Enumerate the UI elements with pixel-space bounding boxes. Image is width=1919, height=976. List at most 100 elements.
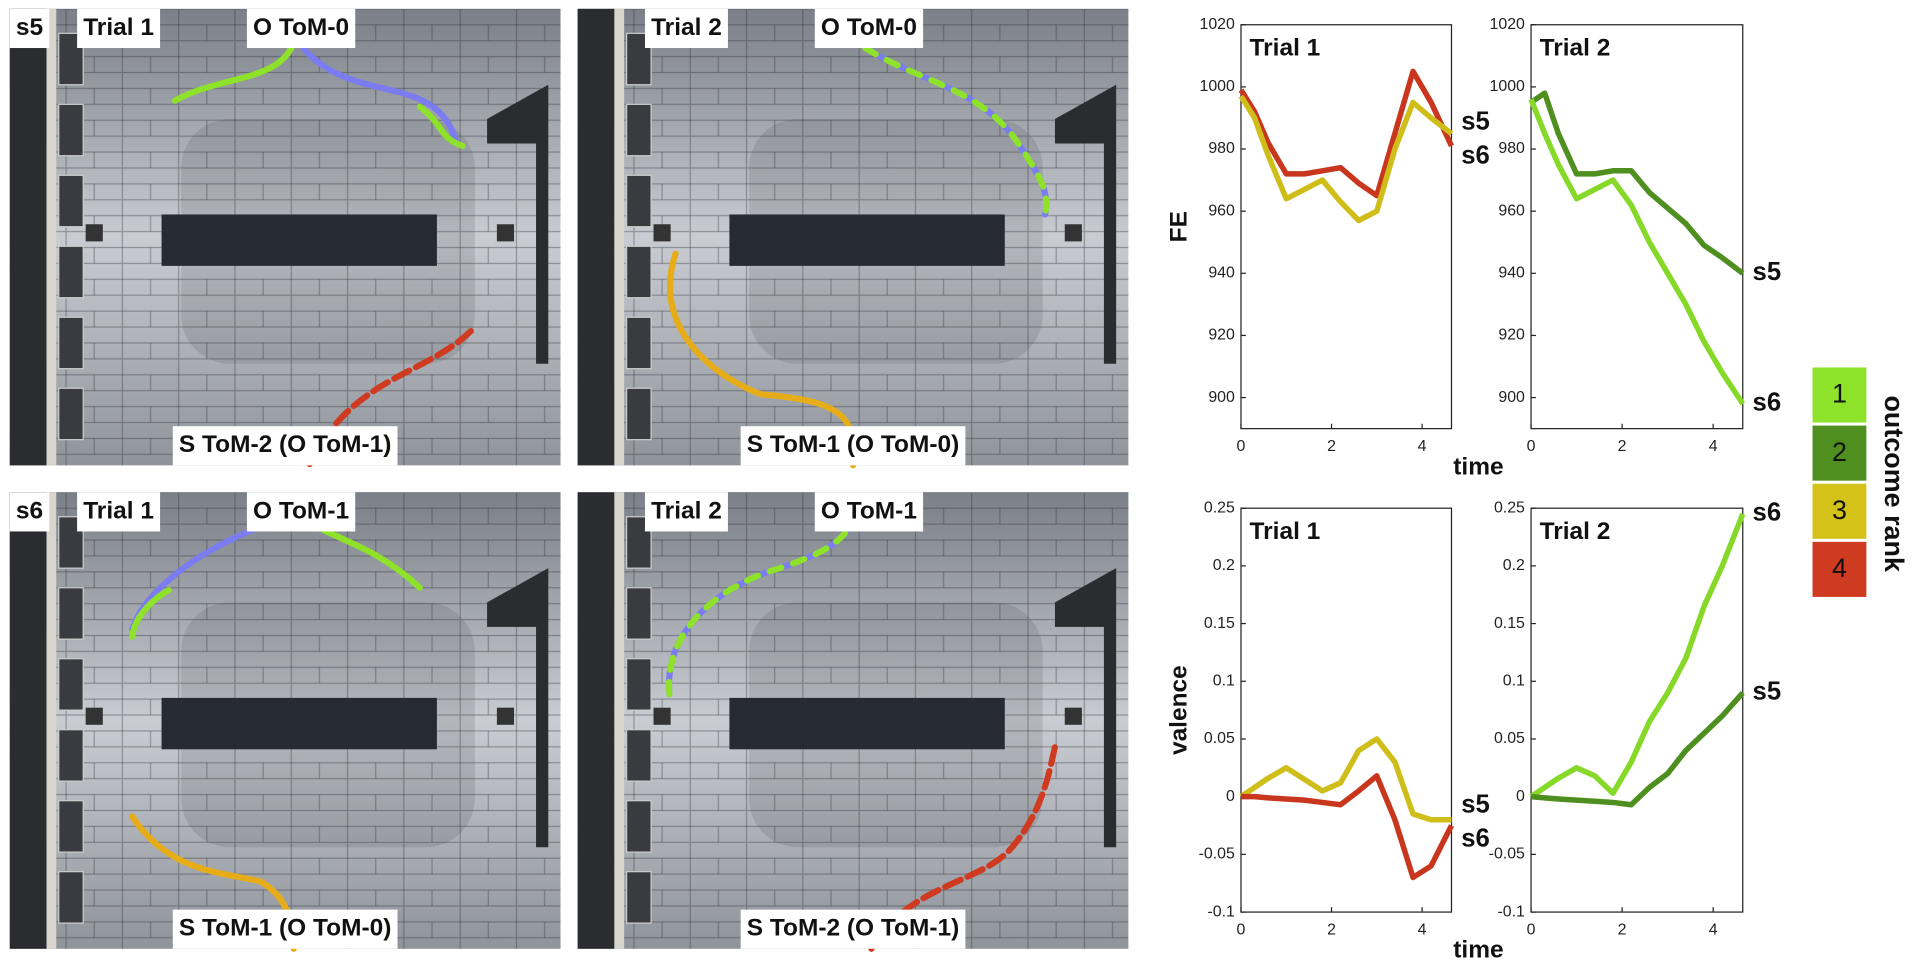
wall-window <box>58 174 84 228</box>
y-tick-label: 0.05 <box>1204 730 1235 747</box>
robot-base <box>85 224 103 242</box>
wall-window <box>58 587 84 640</box>
label-box <box>644 492 728 532</box>
y-tick-label: 940 <box>1498 265 1525 282</box>
wall-window <box>58 387 84 441</box>
robot-base <box>1064 224 1082 242</box>
plot-frame <box>1530 507 1744 913</box>
y-tick-label: 1000 <box>1490 78 1526 95</box>
chart-title: Trial 2 <box>1540 35 1611 62</box>
y-tick-label: 980 <box>1208 140 1235 157</box>
robot-base <box>653 224 671 242</box>
wall-window <box>58 658 84 711</box>
trajectory <box>667 250 857 469</box>
panel-label: S ToM-1 (O ToM-0) <box>179 915 391 942</box>
wall-window <box>58 516 84 569</box>
right-wall <box>1054 84 1117 364</box>
panel-label: S ToM-2 (O ToM-1) <box>179 431 391 458</box>
label-box <box>740 426 966 466</box>
legend-label: 3 <box>1832 495 1847 525</box>
label-box <box>9 8 50 49</box>
legend-label: 2 <box>1832 437 1847 467</box>
x-tick-label: 4 <box>1709 438 1718 455</box>
left-wall <box>577 492 615 949</box>
plot-frame <box>1240 507 1453 913</box>
label-box <box>9 492 50 532</box>
label-box <box>814 492 924 532</box>
x-tick-label: 2 <box>1618 922 1627 939</box>
trajectory <box>862 44 1050 218</box>
x-tick-label: 0 <box>1527 438 1536 455</box>
x-tick-label: 4 <box>1418 922 1427 939</box>
robot-base <box>496 224 515 242</box>
panel-label: O ToM-1 <box>821 497 917 524</box>
photo-panel: s5 Trial 1 O ToM-0 S ToM-2 (O ToM-1) <box>9 8 561 468</box>
panel-label: S ToM-2 (O ToM-1) <box>747 915 959 942</box>
label-box <box>77 8 161 49</box>
left-wall <box>9 8 47 466</box>
series-line <box>1238 68 1454 199</box>
wall-window <box>626 174 652 228</box>
x-tick-label: 4 <box>1418 438 1427 455</box>
photo-panel: Trial 2 O ToM-0 S ToM-1 (O ToM-0) <box>577 8 1129 469</box>
series-label: s6 <box>1461 825 1490 853</box>
label-box <box>172 909 398 949</box>
y-tick-label: 0.1 <box>1213 672 1235 689</box>
wall-window <box>626 316 652 370</box>
robot-base <box>496 707 515 725</box>
chart-title: Trial 2 <box>1540 518 1611 545</box>
legend-swatch <box>1812 483 1867 539</box>
wall-window <box>58 800 84 853</box>
y-tick-label: 0.05 <box>1494 730 1525 747</box>
y-tick-label: 1020 <box>1490 16 1526 33</box>
y-tick-label: 900 <box>1498 389 1525 406</box>
y-tick-label: -0.1 <box>1207 903 1235 920</box>
x-tick-label: 0 <box>1237 438 1246 455</box>
label-box <box>172 426 398 466</box>
label-box <box>644 8 728 49</box>
series-label: s6 <box>1753 499 1782 527</box>
right-wall <box>487 568 549 848</box>
left-wall-edge <box>614 492 625 949</box>
series-line <box>1238 94 1454 224</box>
series-line <box>1240 773 1454 881</box>
y-tick-label: 920 <box>1498 327 1525 344</box>
robot-base <box>1064 707 1082 725</box>
label-box <box>246 492 356 532</box>
x-tick-label: 4 <box>1709 922 1718 939</box>
wall-window <box>626 587 652 640</box>
x-tick-label: 2 <box>1327 922 1336 939</box>
y-tick-label: 940 <box>1208 265 1235 282</box>
legend-swatch <box>1812 425 1867 481</box>
series-line <box>1239 736 1452 823</box>
series-label: s5 <box>1461 790 1490 818</box>
center-table <box>161 697 437 750</box>
label-box <box>740 909 966 949</box>
y-tick-label: 960 <box>1498 202 1525 219</box>
series-label: s5 <box>1753 258 1782 286</box>
chart-title: Trial 1 <box>1250 518 1321 545</box>
series-label: s5 <box>1753 678 1782 706</box>
y-tick-label: 1020 <box>1199 16 1235 33</box>
trajectory <box>868 743 1059 952</box>
robot-base <box>85 707 103 725</box>
y-tick-label: 0.15 <box>1494 615 1525 632</box>
y-tick-label: 0.25 <box>1494 499 1525 516</box>
y-tick-label: 0.1 <box>1503 672 1525 689</box>
trajectory <box>129 587 172 640</box>
y-tick-label: 0 <box>1516 788 1525 805</box>
left-wall <box>577 8 615 466</box>
plot-frame <box>1530 24 1744 430</box>
wall-window <box>58 245 84 299</box>
y-tick-label: -0.1 <box>1497 903 1525 920</box>
panel-label: s6 <box>16 497 43 524</box>
x-axis-label: time <box>1453 937 1503 964</box>
x-axis-label: time <box>1453 453 1503 480</box>
label-box <box>246 8 356 49</box>
series-line <box>1529 512 1746 799</box>
left-wall-edge <box>614 8 625 466</box>
right-wall <box>1054 568 1117 848</box>
series-line <box>1529 90 1745 276</box>
x-tick-label: 2 <box>1327 438 1336 455</box>
